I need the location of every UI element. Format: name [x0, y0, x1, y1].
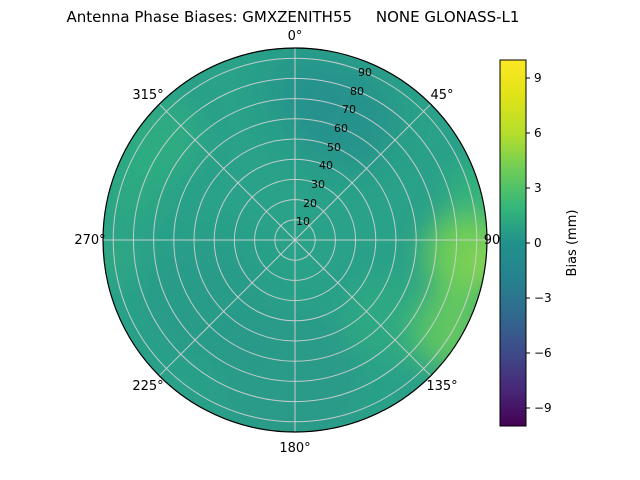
- contour-blob-inner-right: [345, 275, 435, 365]
- angular-label-225: 225°: [132, 379, 163, 394]
- polar-plot: 0° 45° 90 135° 180° 225° 270° 315° 10 20…: [74, 29, 501, 456]
- contour-blob-lower-left: [145, 240, 265, 360]
- radial-label-70: 70: [342, 103, 356, 116]
- contour-blob-upper-right-edge: [449, 162, 487, 218]
- radial-label-80: 80: [350, 85, 364, 98]
- grid-spoke-315: [158, 103, 296, 241]
- colorbar-tick-label-m3: −3: [534, 291, 552, 305]
- angular-label-45: 45°: [430, 88, 453, 103]
- radial-label-60: 60: [334, 122, 348, 135]
- contour-blob-top-dark-2: [266, 50, 350, 134]
- radial-label-40: 40: [319, 159, 333, 172]
- radial-label-10: 10: [296, 215, 310, 228]
- colorbar-tick-label-6: 6: [534, 126, 542, 140]
- grid-spoke-45: [294, 103, 432, 241]
- angular-label-270: 270°: [74, 233, 105, 248]
- colorbar-axis-label: Bias (mm): [565, 210, 580, 277]
- colorbar-tick-label-m9: −9: [534, 401, 552, 415]
- colorbar-gradient: [499, 59, 527, 427]
- radial-label-20: 20: [303, 197, 317, 210]
- colorbar-tick-label-3: 3: [534, 181, 542, 195]
- grid-spoke-135: [294, 239, 432, 377]
- grid-spoke-225: [158, 239, 296, 377]
- angular-label-180: 180°: [279, 441, 310, 456]
- colorbar-tick-label-0: 0: [534, 236, 542, 250]
- radial-label-30: 30: [311, 178, 325, 191]
- angular-label-0: 0°: [288, 29, 303, 44]
- polar-outline: [102, 47, 488, 433]
- radial-label-90: 90: [358, 66, 372, 79]
- contour-blob-bottom: [220, 308, 360, 432]
- radial-label-50: 50: [327, 141, 341, 154]
- contour-blob-left-edge: [103, 230, 140, 286]
- chart-title: Antenna Phase Biases: GMXZENITH55 NONE G…: [67, 8, 520, 26]
- contour-blobs: [103, 50, 487, 432]
- angular-label-315: 315°: [132, 88, 163, 103]
- angular-label-90: 90: [484, 233, 501, 248]
- colorbar-tick-label-9: 9: [534, 71, 542, 85]
- colorbar-tick-label-m6: −6: [534, 346, 552, 360]
- angular-label-135: 135°: [426, 379, 457, 394]
- colorbar-ticks: [526, 77, 530, 409]
- colorbar: 9 6 3 0 −3 −6 −9 Bias (mm): [499, 59, 580, 427]
- polar-grid: [103, 48, 487, 432]
